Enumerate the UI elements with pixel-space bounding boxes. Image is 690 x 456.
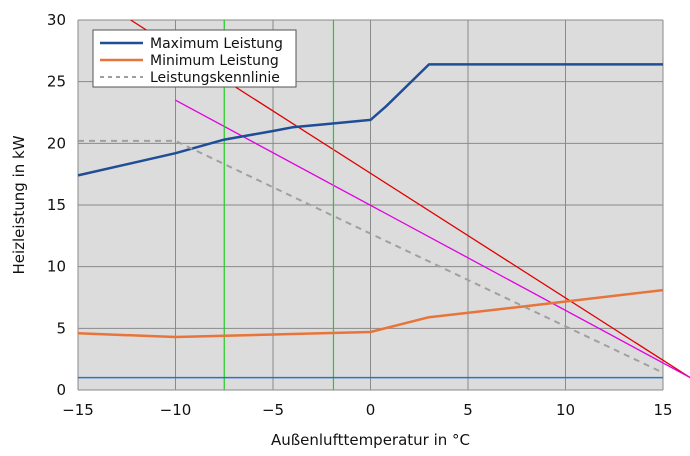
series-line-0 [77,63,663,177]
x-tick-label: 5 [463,401,473,419]
y-tick-label: 10 [47,258,66,276]
x-axis-title: Außenlufttemperatur in °C [271,431,470,449]
x-tick-label: 15 [653,401,672,419]
y-tick-label: 30 [47,11,66,29]
legend-label-kennlinie: Leistungskennlinie [150,70,280,86]
y-tick-label: 25 [47,73,66,91]
x-tick-label: 0 [366,401,376,419]
marker-diagonal-line [175,99,690,379]
series-line-1 [77,288,664,339]
legend-label-maximum: Maximum Leistung [150,36,283,52]
x-tick-label: −15 [62,401,94,419]
overlay-lines [78,20,690,390]
x-tick-label: −10 [160,401,192,419]
y-tick-label: 0 [56,381,66,399]
x-tick-label: −5 [262,401,284,419]
y-tick-label: 15 [47,196,66,214]
legend-label-minimum: Minimum Leistung [150,53,279,69]
y-axis-title: Heizleistung in kW [10,135,28,274]
y-tick-label: 5 [56,319,66,337]
legend: Maximum Leistung Minimum Leistung Leistu… [92,29,297,88]
x-tick-label: 10 [556,401,575,419]
y-tick-label: 20 [47,134,66,152]
tick-labels: −15 −10 −5 0 5 10 15 0 5 10 15 20 25 30 [47,11,673,419]
series-lines [77,63,664,374]
